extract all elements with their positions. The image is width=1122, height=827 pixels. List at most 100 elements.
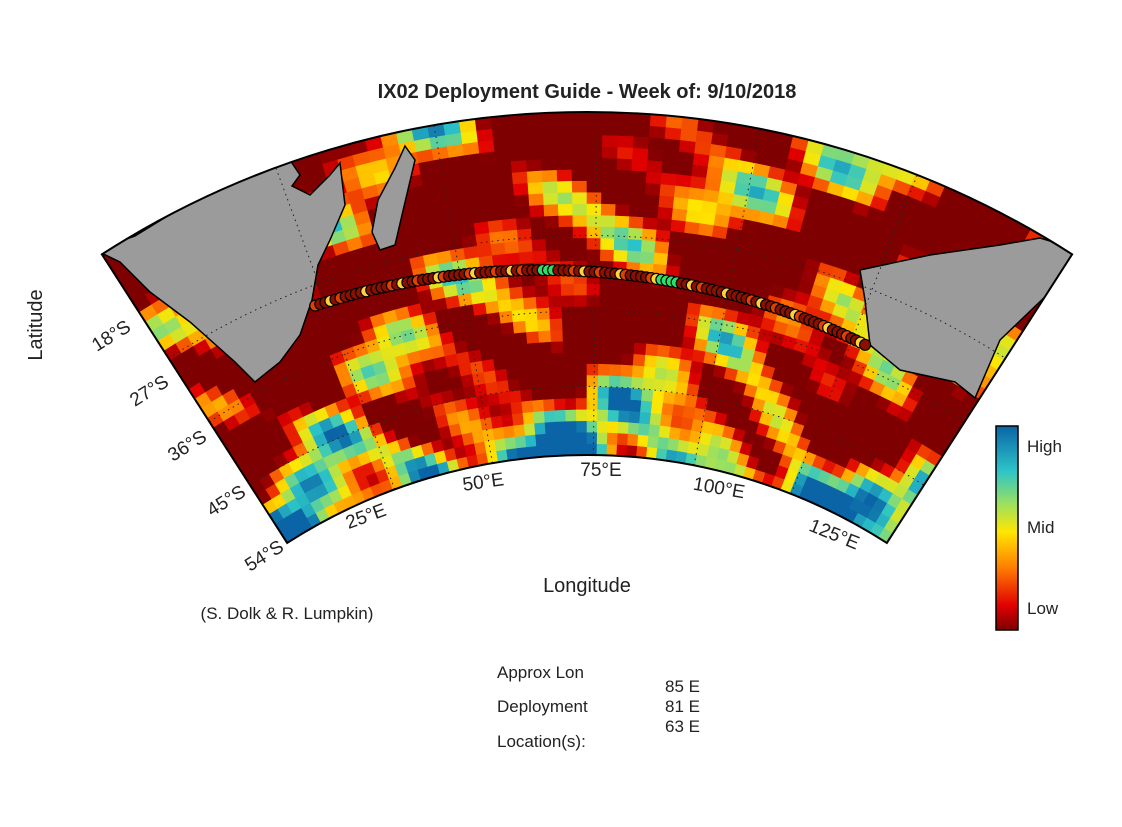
field-cell — [626, 444, 638, 458]
field-cell — [471, 371, 486, 386]
field-cell — [610, 329, 624, 342]
field-cell — [629, 204, 645, 218]
field-cell — [534, 284, 550, 298]
field-cell — [500, 321, 515, 335]
field-cell — [630, 181, 647, 195]
field-cell — [586, 351, 600, 364]
field-cell — [586, 294, 601, 307]
field-cell — [564, 386, 577, 399]
lat-tick-label: 36°S — [164, 426, 210, 466]
field-cell — [597, 397, 610, 410]
field-cell — [562, 317, 576, 330]
field-cell — [602, 112, 620, 125]
field-cell — [522, 112, 540, 127]
field-cell — [495, 160, 513, 175]
field-cell — [576, 443, 588, 456]
field-cell — [525, 158, 543, 172]
field-cell — [634, 112, 652, 127]
field-cell — [524, 307, 538, 321]
field-cell — [517, 239, 534, 253]
field-cell — [598, 317, 612, 330]
field-cell — [602, 134, 619, 148]
field-cell — [640, 250, 656, 264]
field-cell — [621, 341, 636, 355]
field-cell — [555, 134, 572, 148]
field-cell — [467, 175, 485, 190]
field-cell — [489, 334, 504, 348]
field-cell — [489, 230, 505, 245]
field-cell — [557, 191, 573, 205]
field-cell — [571, 157, 588, 170]
field-cell — [539, 352, 553, 366]
title: IX02 Deployment Guide - Week of: 9/10/20… — [378, 81, 797, 103]
field-cell — [636, 445, 648, 459]
field-cell — [610, 317, 625, 331]
field-cell — [499, 402, 513, 416]
field-cell — [654, 240, 670, 254]
field-cell — [549, 306, 563, 320]
field-cell — [544, 226, 560, 240]
field-cell — [566, 431, 578, 445]
field-cell — [620, 375, 633, 389]
field-cell — [564, 397, 577, 410]
field-cell — [480, 416, 494, 431]
field-cell — [543, 203, 559, 217]
field-cell — [560, 283, 575, 296]
field-cell — [528, 353, 542, 367]
field-cell — [479, 150, 497, 165]
field-cell — [573, 248, 588, 262]
field-cell — [524, 434, 537, 448]
field-cell — [541, 375, 554, 389]
credit: (S. Dolk & R. Lumpkin) — [201, 604, 374, 623]
field-cell — [477, 139, 496, 154]
lat-tick-label: 45°S — [203, 481, 249, 521]
field-cell — [526, 330, 540, 344]
field-cell — [554, 112, 572, 125]
field-cell — [513, 193, 530, 207]
field-cell — [659, 321, 674, 335]
field-cell — [506, 366, 520, 381]
field-cell — [509, 286, 524, 300]
field-cell — [499, 310, 514, 324]
field-cell — [507, 274, 523, 288]
field-cell — [599, 306, 613, 319]
field-cell — [673, 392, 688, 407]
field-cell — [540, 364, 554, 377]
field-cell — [552, 375, 566, 388]
field-cell — [548, 295, 563, 308]
field-cell — [491, 126, 510, 141]
field-cell — [504, 240, 520, 254]
field-cell — [496, 172, 514, 186]
field-cell — [620, 364, 634, 377]
field-cell — [656, 217, 673, 232]
field-cell — [565, 420, 577, 433]
field-cell — [586, 408, 599, 422]
field-cell — [530, 227, 547, 241]
info-label: Approx Lon — [497, 663, 584, 682]
field-cell — [501, 217, 518, 232]
field-cell — [654, 366, 668, 381]
field-cell — [465, 164, 483, 179]
field-cell — [597, 420, 609, 433]
field-cell — [683, 324, 698, 339]
field-cell — [511, 170, 529, 185]
field-cell — [638, 422, 651, 436]
field-cell — [526, 170, 543, 184]
field-cell — [637, 434, 650, 448]
meridian — [592, 112, 598, 456]
field-cell — [614, 215, 630, 228]
field-cell — [511, 412, 525, 426]
field-cell — [496, 287, 511, 301]
field-cell — [586, 157, 603, 170]
field-cell — [570, 123, 588, 136]
field-cell — [553, 386, 566, 400]
field-cell — [530, 215, 546, 229]
field-cell — [611, 295, 626, 308]
field-cell — [601, 157, 618, 171]
field-cell — [634, 330, 648, 344]
field-cell — [614, 226, 630, 240]
field-cell — [597, 374, 610, 388]
field-cell — [599, 283, 614, 296]
field-cell — [586, 191, 602, 204]
field-cell — [540, 146, 557, 160]
